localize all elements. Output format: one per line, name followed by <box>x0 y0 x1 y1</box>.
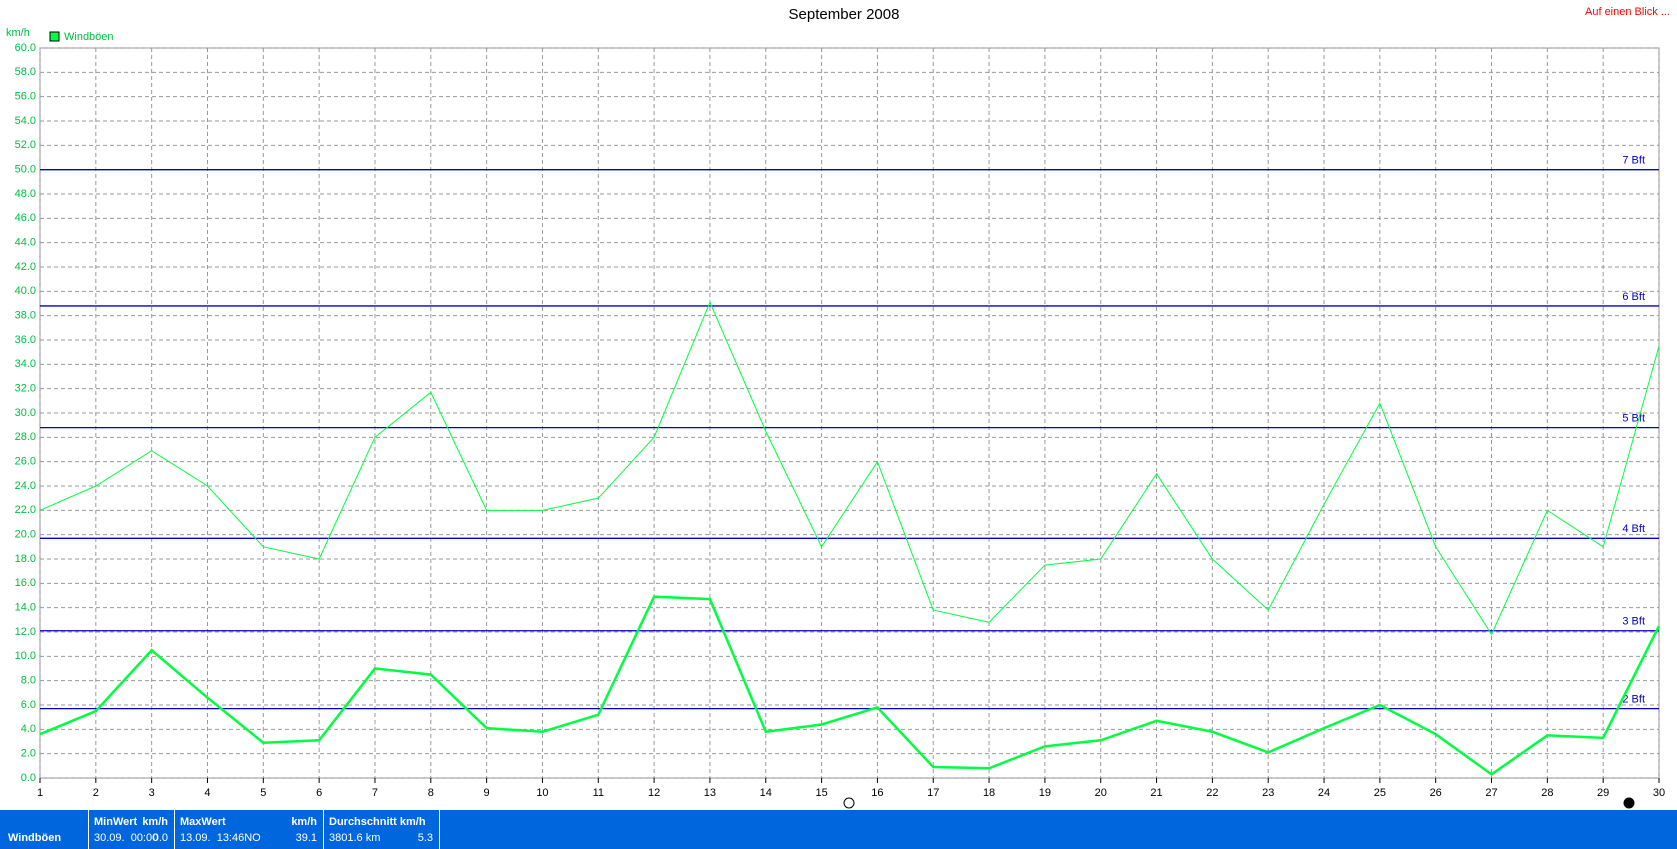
x-tick-label: 20 <box>1095 787 1107 799</box>
x-tick-label: 3 <box>149 787 155 799</box>
legend-swatch <box>49 31 60 42</box>
reference-label: 6 Bft <box>1622 291 1645 303</box>
x-tick-label: 21 <box>1150 787 1162 799</box>
x-tick-label: 9 <box>484 787 490 799</box>
y-tick-label: 0.0 <box>21 772 36 784</box>
x-tick-label: 17 <box>927 787 939 799</box>
x-tick-label: 4 <box>204 787 210 799</box>
summary-value: 13.09. 13:46NO <box>180 832 261 844</box>
y-tick-label: 58.0 <box>15 66 36 78</box>
x-tick-label: 24 <box>1318 787 1330 799</box>
y-tick-label: 24.0 <box>15 480 36 492</box>
x-tick-label: 18 <box>983 787 995 799</box>
summary-head: km/h <box>291 816 317 828</box>
x-tick-label: 19 <box>1039 787 1051 799</box>
y-tick-label: 46.0 <box>15 212 36 224</box>
y-tick-label: 10.0 <box>15 650 36 662</box>
y-tick-label: 16.0 <box>15 577 36 589</box>
x-tick-label: 15 <box>815 787 827 799</box>
x-tick-label: 8 <box>428 787 434 799</box>
y-tick-label: 50.0 <box>15 164 36 176</box>
y-tick-label: 32.0 <box>15 383 36 395</box>
y-tick-label: 34.0 <box>15 358 36 370</box>
summary-label: Windböen <box>8 832 62 844</box>
x-tick-label: 10 <box>536 787 548 799</box>
y-tick-label: 20.0 <box>15 529 36 541</box>
y-tick-label: 30.0 <box>15 407 36 419</box>
chart: September 2008 Auf einen Blick ... km/h … <box>6 6 1670 809</box>
y-tick-label: 44.0 <box>15 237 36 249</box>
data-line <box>39 595 1661 776</box>
reference-label: 4 Bft <box>1622 523 1645 535</box>
x-tick-label: 22 <box>1206 787 1218 799</box>
summary-value: 3801.6 km <box>329 832 381 844</box>
reference-label: 7 Bft <box>1622 155 1645 167</box>
x-tick-label: 11 <box>593 787 604 799</box>
y-tick-label: 2.0 <box>21 748 36 760</box>
moon-icon <box>1623 797 1635 809</box>
x-tick-label: 1 <box>37 787 43 799</box>
data-line <box>39 300 1660 636</box>
y-tick-label: 40.0 <box>15 285 36 297</box>
moon-icon <box>843 797 855 809</box>
x-tick-label: 5 <box>260 787 266 799</box>
y-tick-label: 22.0 <box>15 504 36 516</box>
reference-label: 3 Bft <box>1622 616 1645 628</box>
summary-value: 39.1 <box>295 832 317 844</box>
legend-label: Windböen <box>64 31 114 43</box>
summary-cell: Windböen <box>0 810 89 849</box>
y-axis-label: km/h <box>6 27 30 39</box>
x-tick-label: 23 <box>1262 787 1274 799</box>
x-tick-label: 26 <box>1430 787 1442 799</box>
x-tick-label: 12 <box>648 787 660 799</box>
x-tick-label: 25 <box>1374 787 1386 799</box>
y-tick-label: 60.0 <box>15 42 36 54</box>
x-tick-label: 2 <box>93 787 99 799</box>
summary-head: MaxWert <box>180 816 226 828</box>
summary-head: km/h <box>142 816 168 828</box>
x-tick-label: 13 <box>704 787 716 799</box>
y-tick-label: 48.0 <box>15 188 36 200</box>
chart-title: September 2008 <box>789 6 900 23</box>
link[interactable]: Auf einen Blick ... <box>1585 6 1670 18</box>
x-tick-label: 14 <box>760 787 772 799</box>
summary-bar: Windböen MinWert km/h 30.09. 00:00 0.0 MaxWer… <box>0 810 1677 849</box>
x-tick-label: 27 <box>1485 787 1497 799</box>
x-tick-label: 6 <box>316 787 322 799</box>
summary-value: 30.09. 00:00 <box>94 832 159 844</box>
x-tick-label: 30 <box>1653 787 1665 799</box>
y-tick-label: 26.0 <box>15 456 36 468</box>
y-tick-label: 28.0 <box>15 431 36 443</box>
reference-label: 5 Bft <box>1622 413 1645 425</box>
y-tick-label: 36.0 <box>15 334 36 346</box>
y-tick-label: 52.0 <box>15 139 36 151</box>
y-tick-label: 38.0 <box>15 310 36 322</box>
summary-head: Durchschnitt km/h <box>329 816 426 828</box>
y-tick-label: 54.0 <box>15 115 36 127</box>
y-tick-label: 18.0 <box>15 553 36 565</box>
summary-head: MinWert <box>94 816 138 828</box>
summary-value: 0.0 <box>152 832 168 844</box>
summary-cell: MaxWert km/h 13.09. 13:46NO 39.1 <box>174 810 324 849</box>
y-tick-label: 8.0 <box>21 675 36 687</box>
y-tick-label: 14.0 <box>15 602 36 614</box>
summary-cell: Durchschnitt km/h 3801.6 km 5.3 <box>323 810 440 849</box>
y-tick-label: 42.0 <box>15 261 36 273</box>
y-tick-label: 12.0 <box>15 626 36 638</box>
x-tick-label: 7 <box>372 787 378 799</box>
y-tick-label: 4.0 <box>21 723 36 735</box>
summary-cell: MinWert km/h 30.09. 00:00 0.0 <box>88 810 175 849</box>
x-tick-label: 16 <box>871 787 883 799</box>
plot-area <box>39 47 1660 779</box>
y-tick-label: 6.0 <box>21 699 36 711</box>
y-tick-label: 56.0 <box>15 91 36 103</box>
x-tick-label: 28 <box>1541 787 1553 799</box>
reference-label: 2 Bft <box>1622 694 1645 706</box>
summary-value: 5.3 <box>417 832 433 844</box>
x-tick-label: 29 <box>1597 787 1609 799</box>
